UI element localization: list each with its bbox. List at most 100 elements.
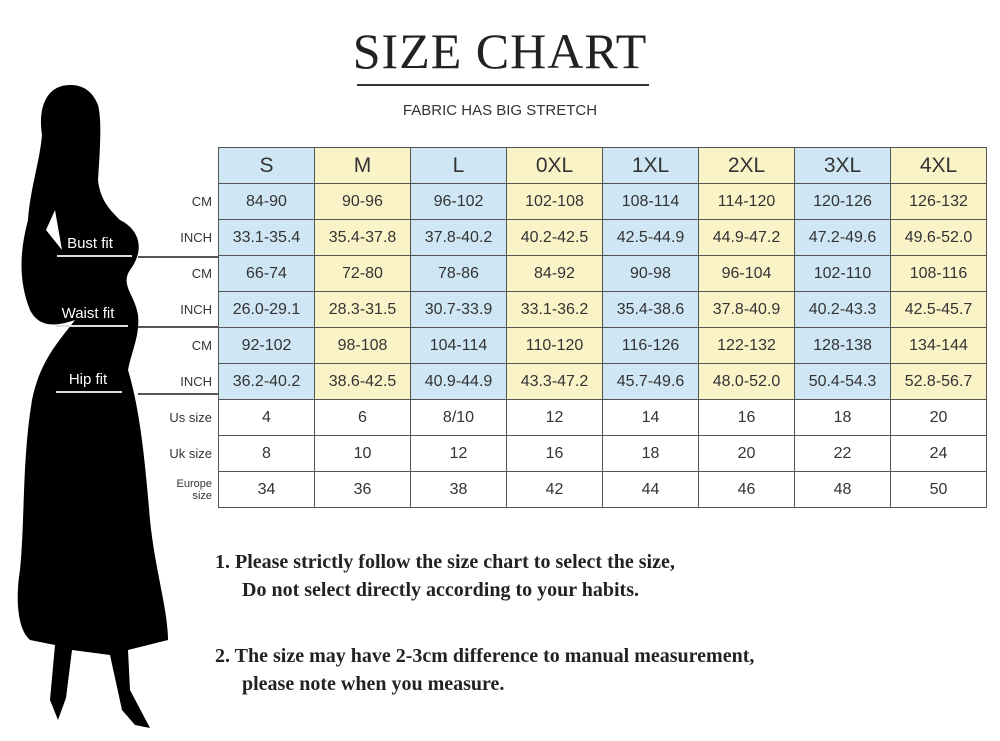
table-cell: 26.0-29.1 [218,291,315,328]
table-cell: 16 [506,435,603,472]
table-cell: 33.1-35.4 [218,219,315,256]
table-cell: 116-126 [602,327,699,364]
table-cell: 66-74 [218,255,315,292]
table-cell: 128-138 [794,327,891,364]
table-cell: 12 [410,435,507,472]
waist-fit-line [56,325,128,327]
note-1: 1. Please strictly follow the size chart… [215,548,675,604]
row-label: Us size [169,410,212,425]
table-cell: 38.6-42.5 [314,363,411,400]
size-header: 2XL [698,147,795,184]
table-cell: 126-132 [890,183,987,220]
table-cell: 40.2-42.5 [506,219,603,256]
note-2-line-1: 2. The size may have 2-3cm difference to… [215,645,755,667]
note-2: 2. The size may have 2-3cm difference to… [215,642,754,698]
table-cell: 84-90 [218,183,315,220]
size-header: 3XL [794,147,891,184]
hip-fit-label: Hip fit [68,371,108,388]
table-cell: 12 [506,399,603,436]
table-row: INCH 26.0-29.1 28.3-31.5 30.7-33.9 33.1-36.2… [160,291,987,328]
table-cell: 20 [698,435,795,472]
hip-fit-line [56,391,122,393]
table-cell: 37.8-40.2 [410,219,507,256]
group-divider [138,256,218,258]
table-cell: 90-96 [314,183,411,220]
table-cell: 18 [602,435,699,472]
table-cell: 43.3-47.2 [506,363,603,400]
table-cell: 36 [314,471,411,508]
table-cell: 6 [314,399,411,436]
table-cell: 42.5-45.7 [890,291,987,328]
table-cell: 72-80 [314,255,411,292]
table-cell: 30.7-33.9 [410,291,507,328]
size-header: S [218,147,315,184]
table-row: Europe size 34 36 38 42 44 46 48 50 [160,471,987,508]
table-cell: 90-98 [602,255,699,292]
table-cell: 35.4-37.8 [314,219,411,256]
subtitle: FABRIC HAS BIG STRETCH [402,102,598,119]
table-row: Uk size 8 10 12 16 18 20 22 24 [160,435,987,472]
page-title: SIZE CHART [352,23,648,79]
table-row: CM 84-90 90-96 96-102 102-108 108-114 114-120 1… [160,183,987,220]
group-divider [138,393,218,395]
table-cell: 108-114 [602,183,699,220]
table-row: CM 92-102 98-108 104-114 110-120 116-126 122-1… [160,327,987,364]
table-cell: 40.9-44.9 [410,363,507,400]
table-cell: 78-86 [410,255,507,292]
size-header: 1XL [602,147,699,184]
table-cell: 42 [506,471,603,508]
table-cell: 120-126 [794,183,891,220]
row-label: INCH [180,230,212,245]
row-label: Uk size [169,446,212,461]
woman-silhouette-image [17,85,168,728]
table-row: INCH 36.2-40.2 38.6-42.5 40.9-44.9 43.3-47.2… [160,363,987,400]
table-cell: 42.5-44.9 [602,219,699,256]
row-label: INCH [180,374,212,389]
note-1-line-1: 1. Please strictly follow the size chart… [215,551,675,573]
table-cell: 40.2-43.3 [794,291,891,328]
table-cell: 49.6-52.0 [890,219,987,256]
row-label: INCH [180,302,212,317]
table-cell: 48.0-52.0 [698,363,795,400]
table-cell: 20 [890,399,987,436]
table-cell: 46 [698,471,795,508]
table-cell: 102-108 [506,183,603,220]
table-cell: 18 [794,399,891,436]
table-row: INCH 33.1-35.4 35.4-37.8 37.8-40.2 40.2-42.5… [160,219,987,256]
table-cell: 8 [218,435,315,472]
table-cell: 108-116 [890,255,987,292]
table-cell: 50.4-54.3 [794,363,891,400]
table-cell: 8/10 [410,399,507,436]
table-cell: 38 [410,471,507,508]
table-cell: 47.2-49.6 [794,219,891,256]
table-cell: 92-102 [218,327,315,364]
table-cell: 24 [890,435,987,472]
waist-fit-label: Waist fit [61,305,115,322]
table-cell: 48 [794,471,891,508]
table-cell: 10 [314,435,411,472]
table-cell: 16 [698,399,795,436]
table-cell: 84-92 [506,255,603,292]
note-1-line-2: Do not select directly according to your… [242,579,640,601]
table-cell: 33.1-36.2 [506,291,603,328]
size-header: 4XL [890,147,987,184]
table-cell: 44 [602,471,699,508]
table-cell: 114-120 [698,183,795,220]
row-label: CM [191,266,212,281]
table-row: CM 66-74 72-80 78-86 84-92 90-98 96-104 102-110… [160,255,987,292]
group-divider [138,326,218,328]
table-cell: 28.3-31.5 [314,291,411,328]
table-cell: 4 [218,399,315,436]
table-cell: 96-102 [410,183,507,220]
table-cell: 35.4-38.6 [602,291,699,328]
table-cell: 110-120 [506,327,603,364]
size-header: M [314,147,411,184]
bust-fit-label: Bust fit [67,235,113,252]
size-header: L [410,147,507,184]
note-2-line-2: please note when you measure. [242,673,505,695]
row-label: CM [191,194,212,209]
table-cell: 52.8-56.7 [890,363,987,400]
row-label: Europe size [176,477,212,502]
table-cell: 14 [602,399,699,436]
